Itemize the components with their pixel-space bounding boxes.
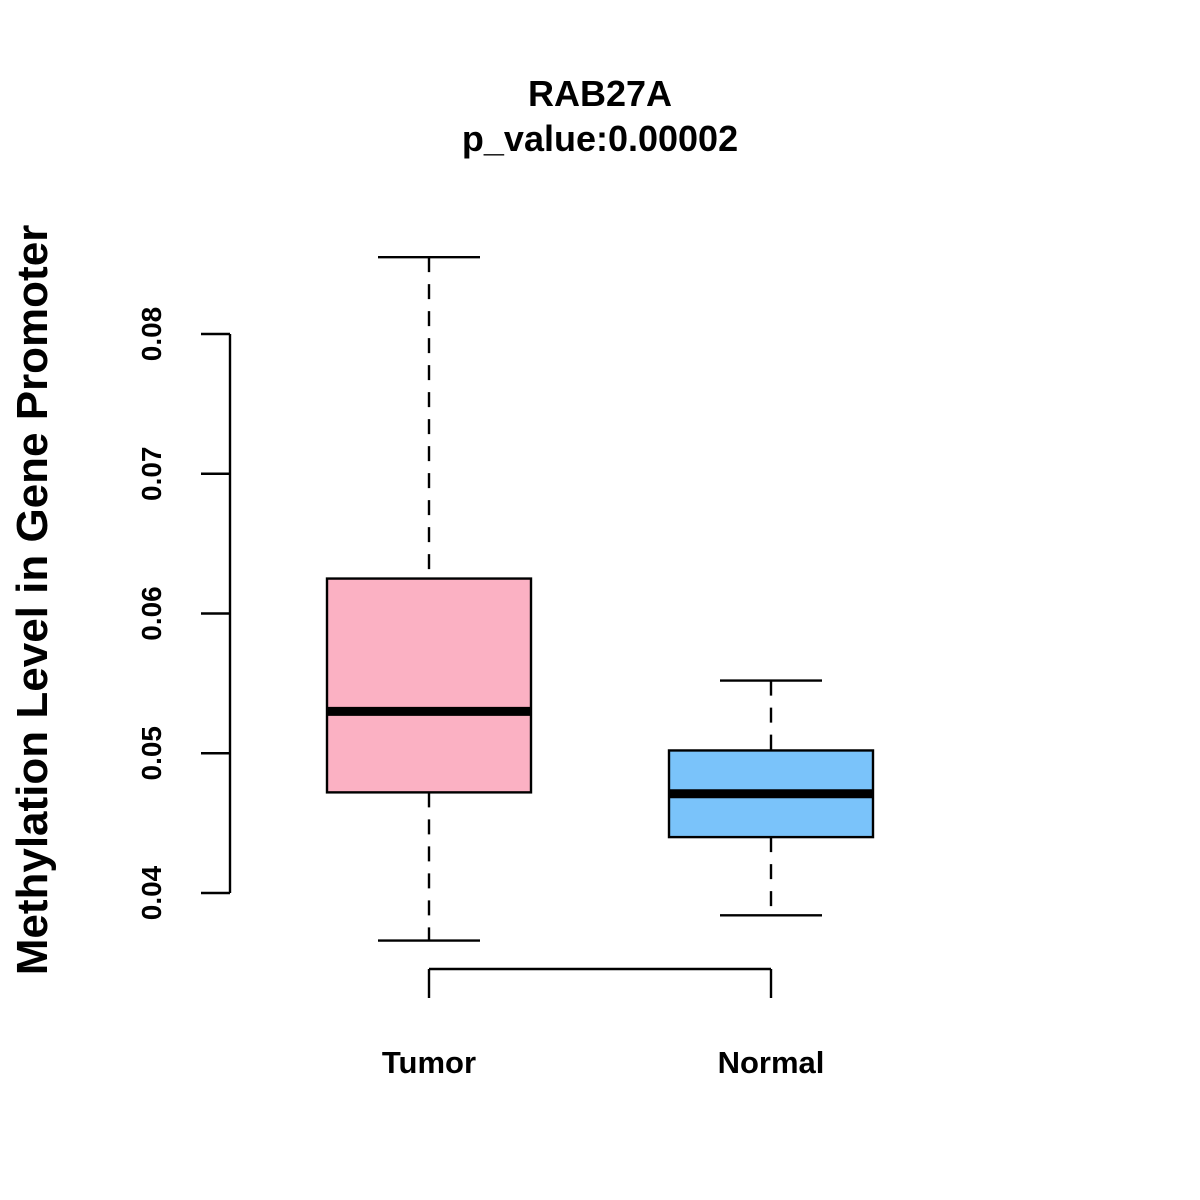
y-axis: 0.04 0.05 0.06 0.07 0.08 [136,307,232,920]
box-tumor [325,255,533,942]
boxes [325,255,875,942]
y-tick-label: 0.08 [136,307,167,362]
y-tick-label: 0.05 [136,726,167,781]
y-tick-label: 0.07 [136,447,167,502]
x-tick-label: Tumor [382,1045,476,1080]
y-tick-label: 0.04 [136,865,167,920]
box-rect [325,577,533,794]
x-tick-label: Normal [718,1045,825,1080]
box-normal [667,679,875,917]
chart-subtitle: p_value:0.00002 [462,118,738,159]
x-axis: Tumor Normal [382,967,825,1080]
y-tick-label: 0.06 [136,586,167,641]
y-axis-label: Methylation Level in Gene Promoter [8,225,57,976]
chart-title: RAB27A [528,73,672,114]
